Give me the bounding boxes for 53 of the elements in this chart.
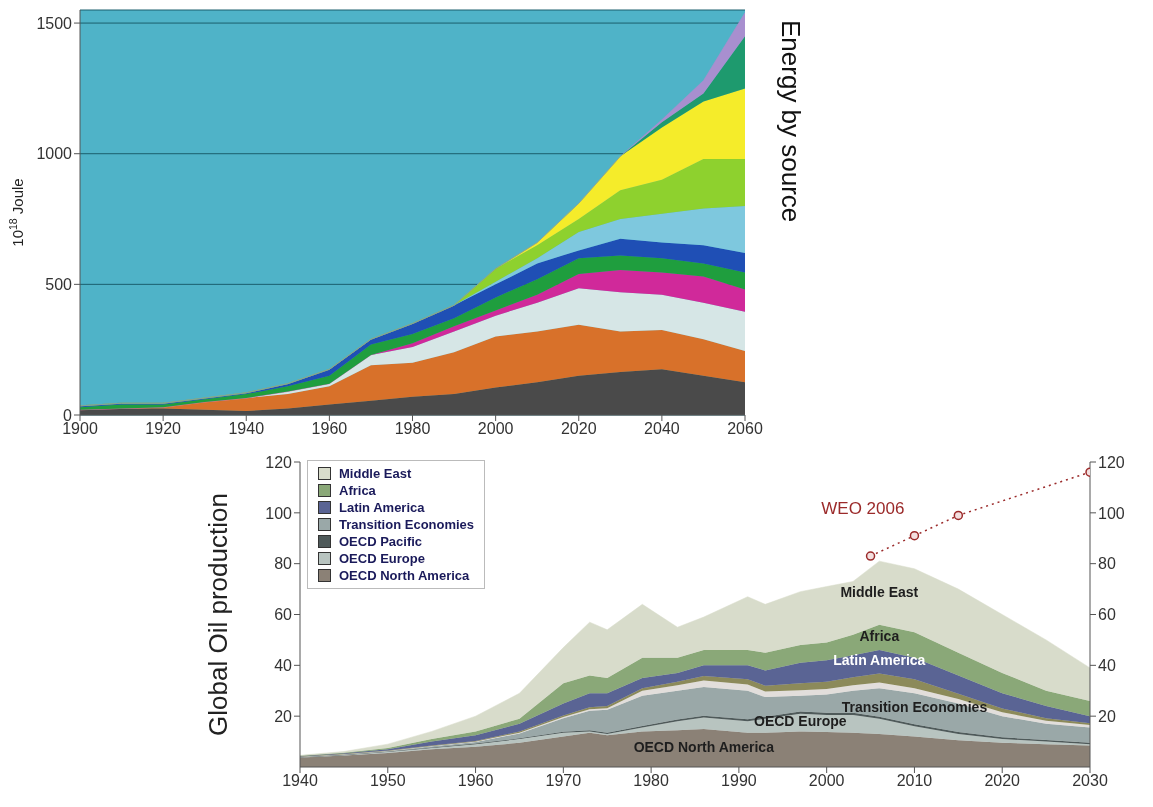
x-tick-label: 1920 [145,420,182,438]
y2-tick-label: 40 [1098,657,1116,675]
x-tick-label: 1960 [457,772,494,790]
text: Africa [859,628,900,645]
y-tick-label: 120 [265,453,293,471]
text: OECD Europe [754,713,847,730]
y2-tick-label: 100 [1098,504,1125,522]
x-tick-label: 2040 [644,420,680,438]
legend-label: OECD Pacific [339,533,423,550]
point [865,551,876,561]
series-label: WEO 2006 [821,498,905,518]
text: Middle East [840,583,919,600]
x-tick-label: 1970 [545,772,582,790]
x-tick-label: 2060 [727,420,763,438]
x-tick-label: 2000 [477,420,514,438]
y-tick-label: 60 [274,606,293,624]
legend-label: OECD North America [339,567,470,584]
x-tick-label: 1940 [228,420,265,438]
y-tick-label: 100 [265,504,293,522]
x-tick-label: 2030 [1072,772,1108,790]
y2-tick-label: 120 [1098,453,1125,471]
x-tick-label: 1960 [311,420,348,438]
y-tick-label: 1000 [36,145,73,163]
y-tick-label: 40 [274,657,293,675]
legend-label: OECD Europe [339,550,425,567]
text: Latin America [833,652,926,669]
y2-tick-label: 80 [1098,555,1116,573]
y-tick-label: 20 [274,707,293,725]
x-tick-label: 2010 [896,772,933,790]
x-tick-label: 2020 [560,420,597,438]
x-tick-label: 1980 [633,772,670,790]
x-tick-label: 2000 [808,772,845,790]
text: OECD North America [633,738,774,755]
x-tick-label: 2020 [984,772,1021,790]
x-tick-label: 1950 [369,772,406,790]
y2-tick-label: 20 [1098,707,1116,725]
legend-label: Transition Economies [339,516,475,533]
y-axis-title: Global Oil production [203,493,233,736]
point [909,530,920,541]
text: Energy by source [775,20,806,223]
x-tick-label: 1900 [62,420,98,438]
x-tick-label: 1990 [721,772,757,790]
y2-tick-label: 60 [1098,606,1116,624]
x-tick-label: 1940 [282,772,318,790]
legend-label: Latin America [339,499,425,516]
x-tick-label: 1980 [394,420,431,438]
legend-label: Middle East [339,465,412,482]
text: Transition Economies [841,699,988,716]
y-tick-label: 500 [45,276,73,294]
y-tick-label: 1500 [36,14,73,32]
y-tick-label: 80 [274,555,293,573]
legend-label: Africa [339,482,376,499]
point [953,510,964,521]
